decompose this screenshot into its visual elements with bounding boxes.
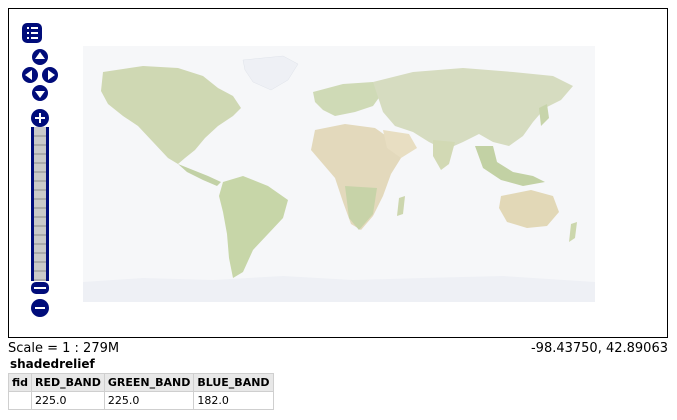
land-asia xyxy=(373,68,573,150)
land-africa-south xyxy=(345,186,377,230)
feature-info-table: fid RED_BAND GREEN_BAND BLUE_BAND 225.0 … xyxy=(7,373,274,410)
land-antarctica xyxy=(83,276,595,302)
land-southeast-asia xyxy=(475,146,545,186)
table-header-row: fid RED_BAND GREEN_BAND BLUE_BAND xyxy=(7,373,274,392)
table-cell: 225.0 xyxy=(31,391,105,410)
land-north-america xyxy=(101,66,241,164)
column-header: fid xyxy=(7,373,33,392)
land-new-zealand xyxy=(569,222,577,242)
column-header: RED_BAND xyxy=(31,373,105,392)
zoom-out-icon[interactable] xyxy=(31,299,49,317)
land-japan xyxy=(539,104,549,126)
pan-left-icon[interactable] xyxy=(22,67,38,83)
land-central-america xyxy=(178,164,221,186)
land-madagascar xyxy=(397,196,405,216)
table-cell: 225.0 xyxy=(103,391,195,410)
table-cell xyxy=(7,391,33,410)
land-africa xyxy=(311,124,401,230)
land-south-america xyxy=(219,176,288,278)
zoom-bar[interactable] xyxy=(31,127,49,281)
pan-down-icon[interactable] xyxy=(32,85,48,101)
table-cell: 182.0 xyxy=(193,391,274,410)
layer-name: shadedrelief xyxy=(10,357,95,371)
pan-up-icon[interactable] xyxy=(32,49,48,65)
shaded-relief-map[interactable] xyxy=(83,46,595,302)
land-arabia xyxy=(383,130,417,158)
pan-control xyxy=(21,48,59,102)
land-europe xyxy=(313,82,383,116)
map-viewport[interactable] xyxy=(8,8,668,338)
zoom-in-icon[interactable] xyxy=(31,109,49,127)
column-header: BLUE_BAND xyxy=(193,373,274,392)
land-india xyxy=(433,140,455,170)
land-greenland xyxy=(242,55,299,91)
feature-info-panel: shadedrelief fid RED_BAND GREEN_BAND BLU… xyxy=(7,357,274,410)
pan-right-icon[interactable] xyxy=(42,67,58,83)
land-australia xyxy=(499,190,559,228)
table-row: 225.0 225.0 182.0 xyxy=(7,391,274,410)
column-header: GREEN_BAND xyxy=(103,373,195,392)
scale-readout: Scale = 1 : 279M xyxy=(8,341,120,356)
zoom-slider[interactable] xyxy=(31,282,49,294)
layer-switcher-icon[interactable] xyxy=(22,23,42,43)
mouse-position-readout: -98.43750, 42.89063 xyxy=(530,341,668,356)
